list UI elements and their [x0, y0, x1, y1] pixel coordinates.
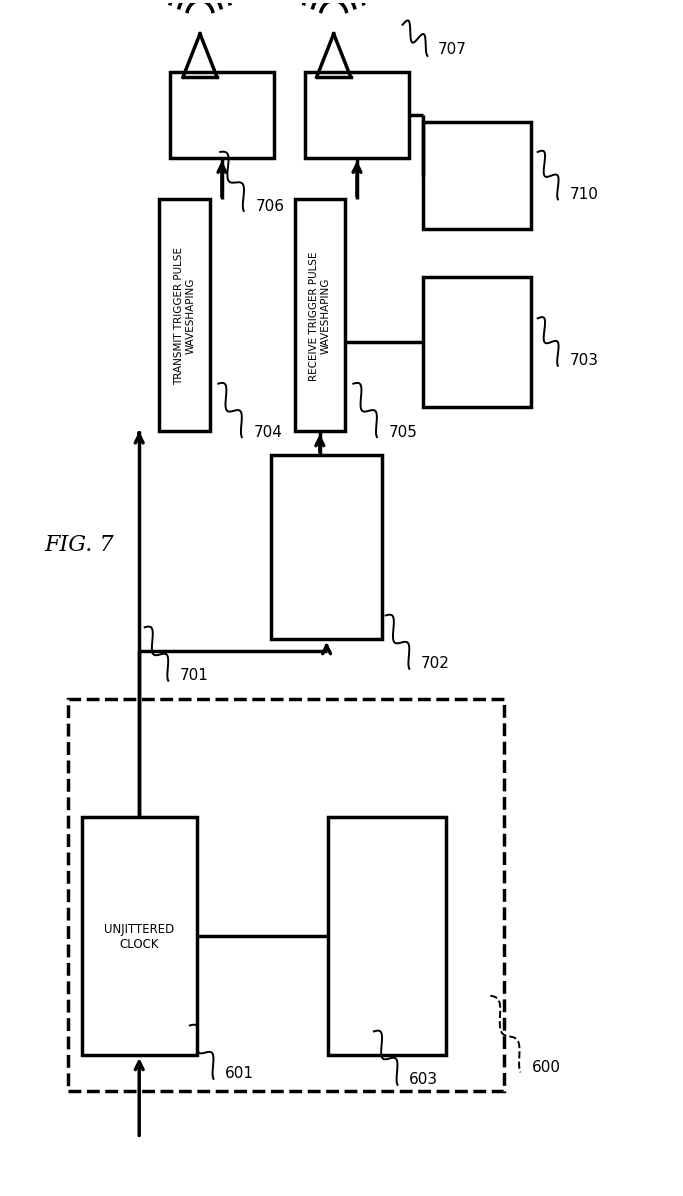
Text: 705: 705	[388, 425, 417, 439]
Text: UNJITTERED
CLOCK: UNJITTERED CLOCK	[104, 922, 174, 951]
Text: 703: 703	[569, 353, 598, 368]
Bar	[68, 698, 503, 1091]
Text: 707: 707	[437, 42, 466, 56]
Bar	[159, 200, 210, 432]
Text: 702: 702	[421, 655, 449, 671]
Bar	[423, 123, 531, 230]
Bar	[169, 73, 274, 159]
Text: 600: 600	[532, 1060, 561, 1075]
Bar	[294, 200, 345, 432]
Bar	[328, 818, 446, 1055]
Text: 710: 710	[569, 187, 598, 202]
Text: 704: 704	[253, 425, 282, 439]
Bar	[305, 73, 409, 159]
Text: 601: 601	[225, 1066, 254, 1080]
Bar	[270, 456, 382, 640]
Text: TRANSMIT TRIGGER PULSE
WAVESHAPING: TRANSMIT TRIGGER PULSE WAVESHAPING	[174, 246, 195, 385]
Text: FIG. 7: FIG. 7	[44, 533, 114, 556]
Bar	[423, 277, 531, 408]
Text: 706: 706	[255, 199, 284, 214]
Text: 701: 701	[180, 667, 208, 683]
Text: 603: 603	[408, 1072, 438, 1086]
Text: RECEIVE TRIGGER PULSE
WAVESHAPING: RECEIVE TRIGGER PULSE WAVESHAPING	[309, 251, 331, 380]
Bar	[82, 818, 197, 1055]
